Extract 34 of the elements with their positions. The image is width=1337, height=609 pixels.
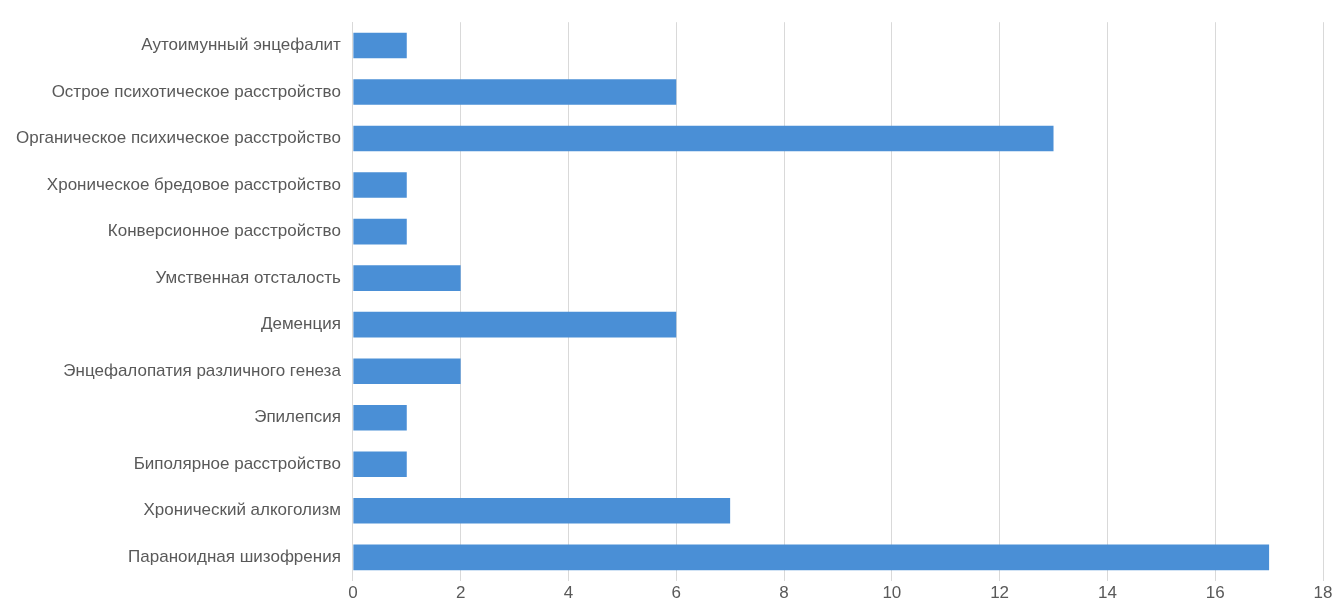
- y-tick-label: Хронический алкоголизм: [143, 500, 341, 520]
- bar: [353, 358, 461, 384]
- bar: [353, 311, 677, 338]
- x-tick-label: 2: [455, 583, 466, 603]
- x-tick-label: 0: [348, 583, 358, 603]
- y-tick-label: Деменция: [260, 314, 341, 334]
- x-tick-label: 10: [882, 583, 902, 603]
- y-tick-label: Энцефалопатия различного генеза: [63, 360, 342, 380]
- bar: [353, 125, 1054, 152]
- x-tick-label: 16: [1205, 583, 1225, 603]
- bar: [353, 498, 731, 524]
- x-tick-label: 12: [990, 583, 1010, 603]
- y-tick-label: Хроническое бредовое расстройство: [46, 174, 341, 194]
- bar: [353, 32, 407, 59]
- y-tick-label: Органическое психическое расстройство: [15, 128, 341, 148]
- y-tick-label: Умственная отсталость: [155, 267, 341, 287]
- x-tick-label: 14: [1097, 583, 1117, 603]
- y-tick-label: Эпилепсия: [254, 407, 341, 427]
- x-tick-label: 6: [671, 583, 681, 603]
- bar: [353, 451, 407, 478]
- bar: [353, 79, 677, 105]
- bar: [353, 265, 461, 291]
- x-tick-label: 4: [563, 583, 574, 603]
- y-tick-label: Аутоимунный энцефалит: [141, 35, 342, 55]
- y-tick-label: Биполярное расстройство: [133, 453, 341, 473]
- y-tick-label: Конверсионное расстройство: [107, 221, 341, 241]
- bar: [353, 172, 407, 198]
- y-tick-label: Острое психотическое расстройство: [51, 81, 341, 101]
- x-tick-label: 18: [1313, 583, 1333, 603]
- y-tick-label: Параноидная шизофрения: [128, 547, 341, 567]
- x-tick-label: 8: [779, 583, 789, 603]
- bar: [353, 544, 1270, 571]
- bar: [353, 404, 407, 431]
- bar: [353, 218, 407, 245]
